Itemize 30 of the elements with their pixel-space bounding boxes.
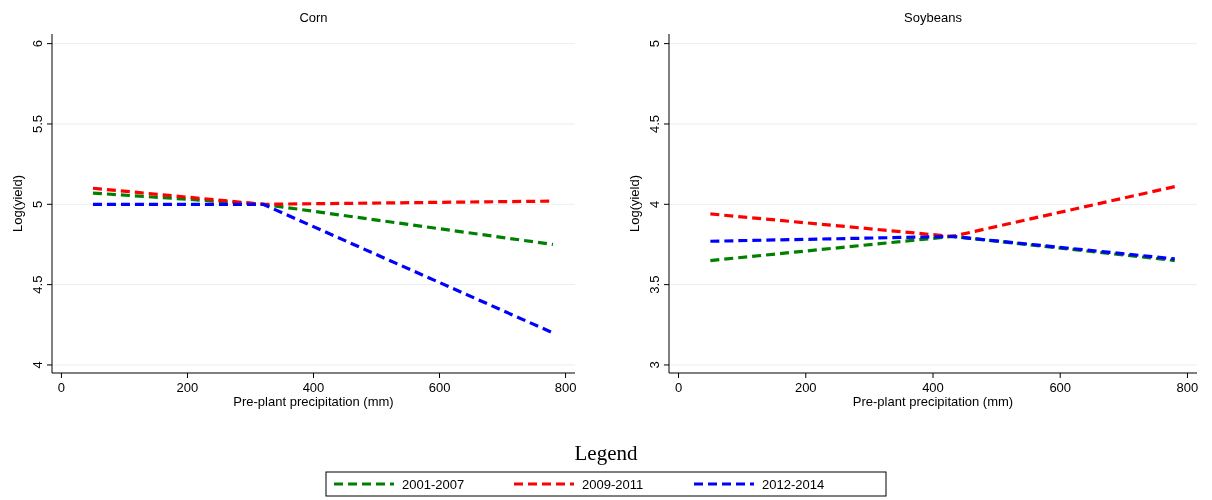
- x-tick-label: 200: [794, 380, 817, 395]
- y-tick-label: 4: [30, 361, 45, 369]
- y-tick-label: 4: [647, 200, 662, 208]
- y-tick-label: 5.5: [30, 114, 45, 134]
- x-tick-label: 200: [176, 380, 199, 395]
- legend-label: 2001-2007: [402, 477, 465, 492]
- x-tick-label: 400: [922, 380, 944, 395]
- x-axis-title: Pre-plant precipitation (mm): [852, 394, 1014, 409]
- x-tick-label: 0: [57, 380, 66, 395]
- y-tick-label: 5: [647, 40, 662, 48]
- y-axis-title: Log(yield): [10, 174, 25, 233]
- x-tick-label: 600: [428, 380, 451, 395]
- y-tick-label: 4.5: [30, 275, 45, 294]
- y-tick-label: 3: [647, 361, 662, 369]
- legend-label: 2009-2011: [582, 477, 644, 492]
- legend-title: Legend: [574, 441, 638, 465]
- y-axis-title: Log(yield): [627, 174, 642, 233]
- y-tick-label: 6: [30, 40, 45, 48]
- y-tick-label: 3.5: [647, 275, 662, 294]
- x-tick-label: 800: [1176, 380, 1199, 395]
- chart-title: Soybeans: [904, 10, 963, 25]
- chart-title: Corn: [299, 10, 328, 25]
- x-tick-label: 0: [674, 380, 683, 395]
- x-tick-label: 400: [302, 380, 325, 395]
- x-axis-title: Pre-plant precipitation (mm): [233, 394, 394, 409]
- x-tick-label: 600: [1049, 380, 1072, 395]
- y-tick-label: 5: [30, 200, 45, 208]
- legend-label: 2012-2014: [762, 477, 825, 492]
- x-tick-label: 800: [554, 380, 577, 395]
- y-tick-label: 4.5: [647, 114, 662, 134]
